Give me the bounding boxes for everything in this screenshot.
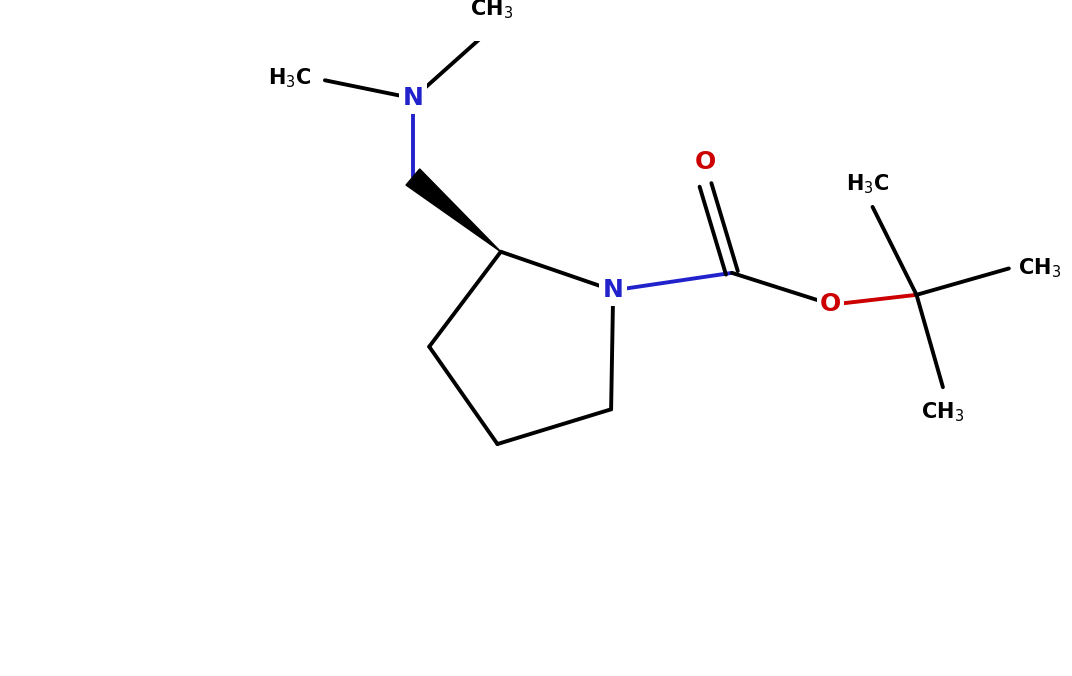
Text: N: N <box>402 86 423 110</box>
Text: H$_3$C: H$_3$C <box>847 173 890 196</box>
Text: N: N <box>602 279 624 302</box>
Text: CH$_3$: CH$_3$ <box>922 400 965 424</box>
Polygon shape <box>406 169 501 251</box>
Text: O: O <box>820 291 840 316</box>
Text: CH$_3$: CH$_3$ <box>471 0 513 22</box>
Text: CH$_3$: CH$_3$ <box>1017 257 1060 281</box>
Text: H$_3$C: H$_3$C <box>268 67 312 91</box>
Text: O: O <box>695 150 716 174</box>
